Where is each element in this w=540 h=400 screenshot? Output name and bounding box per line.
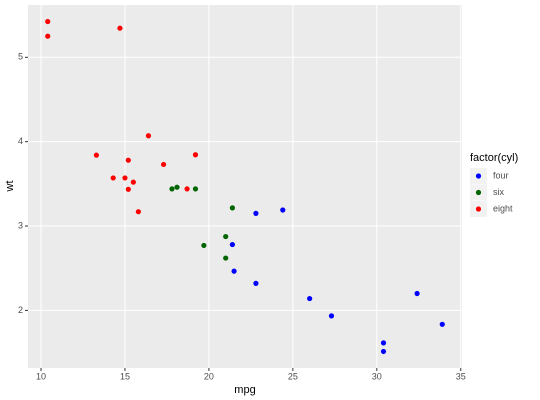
point bbox=[328, 313, 335, 319]
y-axis-label: wt bbox=[4, 181, 16, 193]
x-tick-label: 15 bbox=[120, 371, 130, 381]
legend-label: eight bbox=[493, 203, 513, 213]
point bbox=[122, 175, 128, 181]
point bbox=[130, 179, 136, 185]
point bbox=[184, 186, 190, 192]
point bbox=[231, 268, 237, 274]
point bbox=[229, 205, 236, 211]
point bbox=[192, 186, 199, 192]
point bbox=[439, 321, 445, 327]
point bbox=[110, 175, 116, 181]
legend-swatch bbox=[475, 206, 482, 212]
y-tick-label: 3 bbox=[18, 220, 23, 230]
y-tick-label: 2 bbox=[18, 305, 23, 315]
y-tick-label: 4 bbox=[18, 136, 23, 146]
point bbox=[280, 207, 286, 213]
legend-label: four bbox=[493, 170, 509, 180]
point bbox=[307, 295, 313, 302]
points bbox=[45, 18, 445, 355]
legend-title: factor(cyl) bbox=[470, 152, 518, 164]
x-tick-label: 20 bbox=[204, 371, 214, 381]
x-axis-label: mpg bbox=[234, 384, 255, 396]
y-tick-label: 5 bbox=[18, 52, 23, 62]
x-tick-label: 30 bbox=[372, 371, 382, 381]
point bbox=[380, 348, 387, 355]
point bbox=[253, 210, 259, 216]
point bbox=[192, 152, 199, 158]
panel bbox=[28, 5, 462, 368]
point bbox=[253, 280, 259, 286]
legend-swatch bbox=[475, 173, 482, 179]
point bbox=[174, 184, 180, 190]
legend-swatch bbox=[475, 189, 482, 196]
point bbox=[169, 186, 175, 192]
point bbox=[160, 161, 167, 168]
point bbox=[229, 241, 236, 248]
x-tick-label: 35 bbox=[456, 371, 466, 381]
x-tick-label: 10 bbox=[36, 371, 46, 381]
point bbox=[45, 33, 51, 39]
point bbox=[117, 25, 123, 31]
point bbox=[145, 133, 152, 139]
point bbox=[223, 255, 229, 261]
point bbox=[135, 209, 141, 215]
point bbox=[223, 233, 229, 240]
point bbox=[380, 340, 387, 346]
legend-label: six bbox=[493, 187, 504, 197]
point bbox=[414, 290, 420, 297]
point bbox=[125, 186, 131, 192]
point bbox=[93, 152, 100, 158]
point bbox=[125, 157, 131, 163]
grid bbox=[28, 5, 462, 368]
x-tick-label: 25 bbox=[288, 371, 298, 381]
point bbox=[45, 18, 51, 25]
point bbox=[201, 242, 207, 249]
